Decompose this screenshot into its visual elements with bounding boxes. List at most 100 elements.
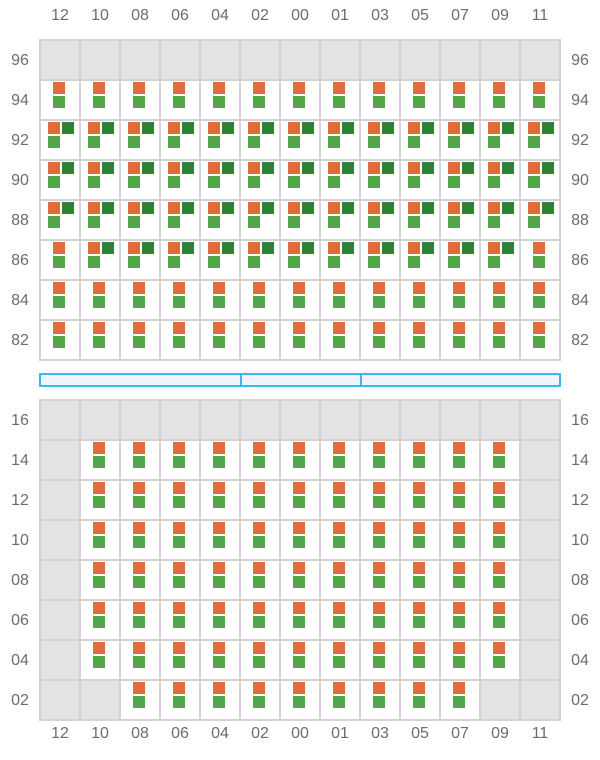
seat-cell[interactable] [41,201,79,239]
seat-cell[interactable] [361,81,399,119]
seat-cell[interactable] [201,241,239,279]
seat-cell[interactable] [441,281,479,319]
seat-cell[interactable] [521,121,559,159]
seat-cell[interactable] [481,81,519,119]
seat-cell[interactable] [81,281,119,319]
seat-cell[interactable] [441,641,479,679]
seat-cell[interactable] [241,281,279,319]
seat-cell[interactable] [41,241,79,279]
seat-cell[interactable] [401,201,439,239]
seat-cell[interactable] [401,441,439,479]
seat-cell[interactable] [201,281,239,319]
seat-cell[interactable] [521,321,559,359]
seat-cell[interactable] [361,281,399,319]
seat-cell[interactable] [121,161,159,199]
seat-cell[interactable] [521,201,559,239]
seat-cell[interactable] [201,121,239,159]
seat-cell[interactable] [161,521,199,559]
seat-cell[interactable] [401,241,439,279]
seat-cell[interactable] [481,321,519,359]
seat-cell[interactable] [321,441,359,479]
seat-cell[interactable] [121,521,159,559]
seat-cell[interactable] [121,121,159,159]
seat-cell[interactable] [481,481,519,519]
seat-cell[interactable] [481,561,519,599]
seat-cell[interactable] [281,241,319,279]
seat-cell[interactable] [121,241,159,279]
seat-cell[interactable] [401,681,439,719]
seat-cell[interactable] [41,281,79,319]
seat-cell[interactable] [481,161,519,199]
seat-cell[interactable] [201,681,239,719]
seat-cell[interactable] [401,561,439,599]
seat-cell[interactable] [521,241,559,279]
seat-cell[interactable] [121,201,159,239]
seat-cell[interactable] [121,441,159,479]
seat-cell[interactable] [41,121,79,159]
seat-cell[interactable] [161,481,199,519]
seat-cell[interactable] [321,201,359,239]
seat-cell[interactable] [241,201,279,239]
seat-cell[interactable] [321,81,359,119]
seat-cell[interactable] [281,521,319,559]
seat-cell[interactable] [161,641,199,679]
seat-cell[interactable] [201,601,239,639]
seat-cell[interactable] [521,161,559,199]
seat-cell[interactable] [121,281,159,319]
seat-cell[interactable] [521,281,559,319]
seat-cell[interactable] [201,441,239,479]
seat-cell[interactable] [201,641,239,679]
seat-cell[interactable] [281,321,319,359]
seat-cell[interactable] [481,241,519,279]
seat-cell[interactable] [481,281,519,319]
seat-cell[interactable] [81,521,119,559]
seat-cell[interactable] [241,521,279,559]
seat-cell[interactable] [441,121,479,159]
seat-cell[interactable] [481,641,519,679]
seat-cell[interactable] [441,441,479,479]
seat-cell[interactable] [481,521,519,559]
seat-cell[interactable] [241,321,279,359]
seat-cell[interactable] [281,81,319,119]
seat-cell[interactable] [441,521,479,559]
seat-cell[interactable] [241,601,279,639]
seat-cell[interactable] [161,601,199,639]
seat-cell[interactable] [401,481,439,519]
seat-cell[interactable] [321,281,359,319]
seat-cell[interactable] [81,601,119,639]
seat-cell[interactable] [361,201,399,239]
seat-cell[interactable] [401,521,439,559]
seat-cell[interactable] [361,321,399,359]
seat-cell[interactable] [161,561,199,599]
seat-cell[interactable] [441,321,479,359]
seat-cell[interactable] [81,561,119,599]
seat-cell[interactable] [121,481,159,519]
seat-cell[interactable] [361,561,399,599]
seat-cell[interactable] [281,681,319,719]
seat-cell[interactable] [361,121,399,159]
seat-cell[interactable] [321,681,359,719]
seat-cell[interactable] [201,161,239,199]
seat-cell[interactable] [161,681,199,719]
seat-cell[interactable] [121,561,159,599]
seat-cell[interactable] [321,481,359,519]
seat-cell[interactable] [481,201,519,239]
seat-cell[interactable] [281,641,319,679]
seat-cell[interactable] [201,81,239,119]
seat-cell[interactable] [161,201,199,239]
seat-cell[interactable] [81,161,119,199]
seat-cell[interactable] [201,561,239,599]
seat-cell[interactable] [321,561,359,599]
seat-cell[interactable] [81,641,119,679]
seat-cell[interactable] [281,601,319,639]
seat-cell[interactable] [361,441,399,479]
seat-cell[interactable] [321,601,359,639]
seat-cell[interactable] [281,201,319,239]
seat-cell[interactable] [121,641,159,679]
seat-cell[interactable] [81,121,119,159]
seat-cell[interactable] [81,441,119,479]
seat-cell[interactable] [361,681,399,719]
seat-cell[interactable] [361,161,399,199]
seat-cell[interactable] [401,281,439,319]
seat-cell[interactable] [201,521,239,559]
